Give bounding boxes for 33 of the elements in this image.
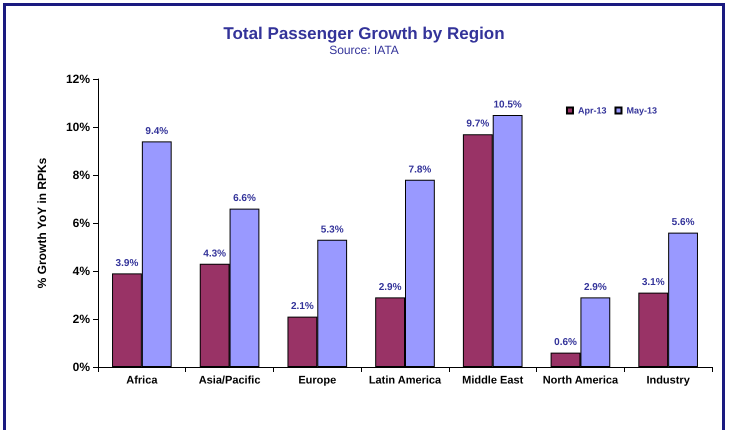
legend-label: Apr-13 — [578, 106, 606, 116]
data-label: 10.5% — [493, 100, 522, 110]
data-label: 2.9% — [584, 282, 607, 293]
x-tick-label: North America — [542, 374, 620, 386]
y-axis-title: % Growth YoY in RPKs — [35, 157, 49, 288]
y-tick-label: 12% — [66, 72, 90, 86]
x-tick-label: Europe — [298, 374, 336, 386]
y-tick-label: 6% — [72, 216, 90, 230]
x-tick-label: Middle East — [462, 374, 524, 386]
x-tick-label: Latin America — [368, 374, 442, 386]
data-label: 2.1% — [290, 301, 314, 312]
legend-label: May-13 — [626, 106, 657, 116]
chart-title: Total Passenger Growth by Region — [223, 24, 505, 43]
data-label: 5.6% — [672, 217, 695, 228]
y-tick-label: 2% — [72, 312, 90, 326]
data-label: 5.3% — [320, 224, 344, 236]
data-label: 3.1% — [642, 277, 665, 288]
data-label: 6.6% — [233, 193, 256, 204]
x-tick-label: Industry — [646, 374, 691, 386]
x-tick-label: Asia/Pacific — [198, 374, 260, 386]
y-tick-label: 0% — [72, 360, 90, 374]
y-tick-label: 8% — [72, 168, 90, 182]
data-label: 2.9% — [378, 282, 402, 293]
chart-subtitle: Source: IATA — [329, 43, 399, 57]
data-label: 9.4% — [145, 126, 168, 137]
data-label: 4.3% — [203, 248, 226, 260]
y-tick-label: 4% — [72, 264, 90, 278]
y-tick-label: 10% — [66, 120, 90, 134]
x-tick-label: Africa — [126, 374, 158, 386]
data-label: 7.8% — [408, 164, 432, 176]
data-label: 0.6% — [554, 337, 578, 348]
data-label: 3.9% — [116, 258, 138, 269]
data-label: 9.7% — [466, 118, 490, 130]
